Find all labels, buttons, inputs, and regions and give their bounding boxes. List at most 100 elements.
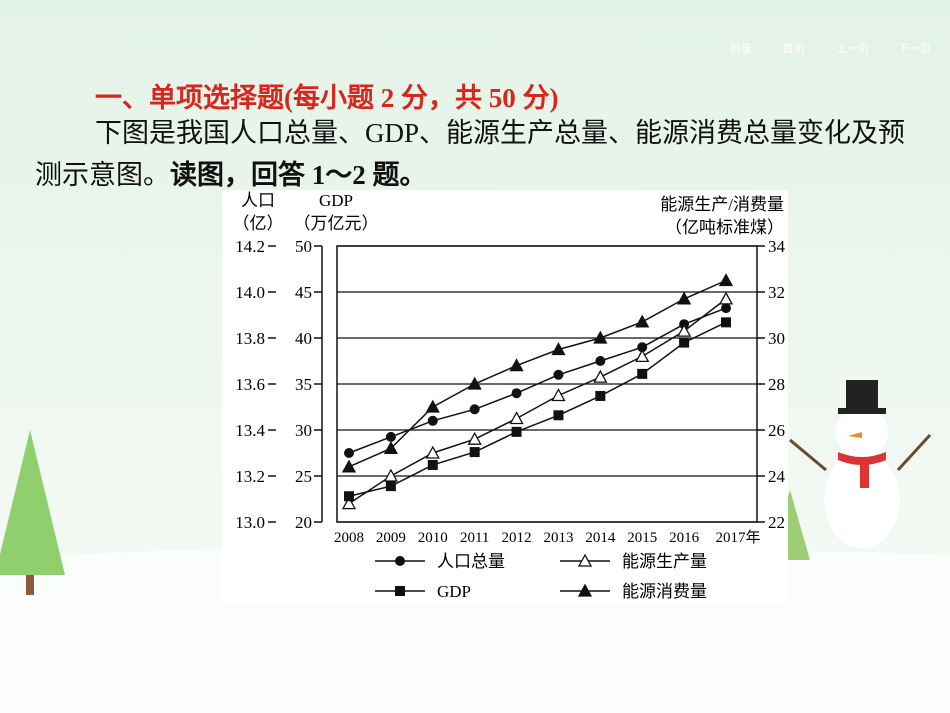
snowman	[789, 380, 932, 548]
data-point	[511, 388, 522, 399]
heading-note: (每小题 2 分，共 50 分)	[284, 83, 559, 113]
nav-link[interactable]: 首页	[783, 42, 805, 55]
tick-label: 14.2	[235, 237, 265, 256]
data-point	[509, 358, 524, 372]
x-tick-label: 2017年	[715, 529, 760, 546]
data-point	[677, 323, 692, 337]
data-point	[637, 342, 648, 353]
nav-link[interactable]: 下一页	[898, 42, 931, 55]
data-point	[635, 314, 650, 328]
tick-label: 13.6	[235, 375, 265, 394]
y3-axis-title: 能源生产/消费量	[660, 195, 784, 214]
tick-label: 45	[295, 283, 312, 302]
question-text: 下图是我国人口总量、GDP、能源生产总量、能源消费总量变化及预测示意图。读图，回…	[35, 112, 920, 196]
tick-label: 25	[295, 467, 312, 486]
data-point	[425, 445, 440, 459]
x-tick-label: 2008	[334, 530, 364, 546]
tick-label: 13.4	[235, 421, 265, 440]
series-line	[348, 321, 727, 497]
tick-label: 30	[295, 421, 312, 440]
tick-label: 35	[295, 375, 312, 394]
data-point	[718, 273, 734, 287]
data-point	[469, 404, 480, 415]
series-line	[348, 279, 727, 468]
tick-label: 22	[768, 513, 785, 532]
data-point	[721, 303, 731, 314]
data-point	[553, 369, 564, 380]
data-point	[341, 496, 357, 510]
nav-link[interactable]: 上一页	[836, 42, 869, 55]
data-point	[344, 448, 354, 458]
data-point	[637, 368, 648, 379]
tick-label: 13.8	[235, 329, 265, 348]
data-point	[469, 447, 480, 458]
tick-label: 30	[768, 329, 785, 348]
data-point	[511, 426, 522, 437]
x-tick-label: 2012	[502, 530, 532, 546]
legend-label: 人口总量	[437, 552, 505, 571]
y-axis-title: （亿）	[233, 214, 284, 233]
tick-label: 26	[768, 421, 785, 440]
data-point	[467, 431, 482, 445]
x-tick-label: 2009	[376, 530, 406, 546]
series-line	[348, 298, 727, 505]
data-point	[383, 468, 398, 482]
legend-marker	[395, 556, 405, 566]
data-point	[427, 415, 438, 426]
tick-label: 28	[768, 375, 785, 394]
tick-label: 34	[768, 237, 786, 256]
legend-marker	[395, 586, 405, 596]
legend-label: 能源消费量	[622, 582, 707, 601]
instruction: 读图，回答 1～2 题。	[170, 160, 427, 190]
x-tick-label: 2013	[543, 530, 573, 546]
data-point	[593, 369, 608, 383]
y2-axis-title: （万亿元）	[294, 214, 379, 233]
data-point	[677, 291, 692, 305]
x-tick-label: 2015	[627, 530, 657, 546]
legend-label: 能源生产量	[622, 552, 707, 571]
tick-label: 50	[295, 237, 312, 256]
data-point	[427, 459, 438, 470]
x-tick-label: 2010	[418, 530, 448, 546]
data-point	[553, 410, 564, 421]
data-point	[593, 330, 608, 344]
x-tick-label: 2011	[460, 530, 489, 546]
data-point	[509, 411, 524, 425]
data-point	[679, 337, 690, 348]
tick-label: 24	[768, 467, 786, 486]
tree	[0, 430, 65, 595]
data-point	[383, 441, 398, 455]
x-tick-label: 2014	[585, 530, 616, 546]
data-point	[467, 376, 482, 390]
data-point	[385, 431, 396, 442]
legend-label: GDP	[437, 582, 471, 601]
data-point	[721, 317, 731, 328]
data-point	[595, 356, 606, 366]
tick-label: 40	[295, 329, 312, 348]
y2-axis-title: GDP	[319, 191, 353, 210]
tick-label: 20	[295, 513, 312, 532]
nav-link[interactable]: 目录	[730, 42, 752, 55]
data-point	[341, 459, 357, 473]
data-point	[344, 491, 354, 502]
data-point	[551, 342, 566, 356]
intro: 下图是我国人口总量、GDP、能源生产总量、能源消费总量变化及预测示意图。	[35, 118, 906, 190]
tick-label: 32	[768, 283, 785, 302]
legend-marker	[577, 553, 593, 567]
data-point	[385, 481, 396, 492]
data-point	[718, 291, 734, 305]
series-line	[348, 307, 727, 454]
chart-background	[222, 190, 788, 602]
y-axis-title: 人口	[241, 191, 275, 210]
data-point	[595, 390, 606, 401]
x-tick-label: 2016	[669, 530, 700, 546]
tick-label: 13.2	[235, 467, 265, 486]
legend-marker	[577, 583, 593, 597]
data-point	[551, 388, 566, 402]
data-point	[425, 399, 440, 413]
heading-label: 一、单项选择题	[95, 83, 284, 113]
section-heading: 一、单项选择题(每小题 2 分，共 50 分)	[95, 76, 558, 115]
tick-label: 13.0	[235, 513, 265, 532]
